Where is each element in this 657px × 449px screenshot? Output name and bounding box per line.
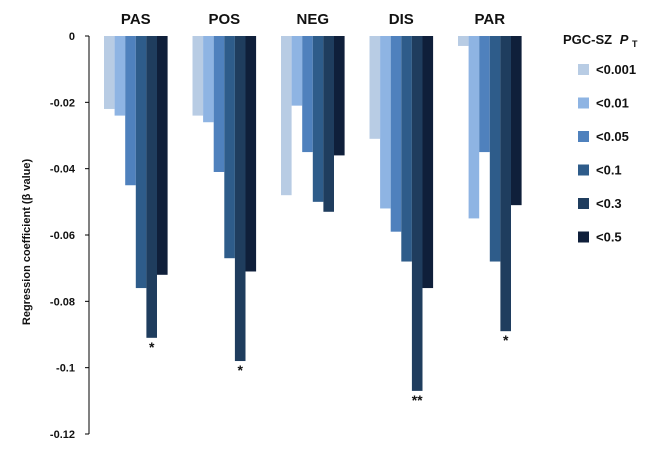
- significance-annotations: *****: [149, 332, 509, 408]
- bar: [192, 36, 204, 116]
- significance-star: *: [149, 339, 155, 355]
- bar: [125, 36, 136, 186]
- legend: PGC-SZ P T <0.001 <0.01 <0.05 <0.1 <0.3 <0.5: [563, 32, 638, 245]
- legend-swatch: [578, 231, 589, 243]
- category-labels: PAS POS NEG DIS PAR: [121, 11, 505, 28]
- bars-layer: [104, 36, 522, 391]
- legend-swatch: [578, 131, 589, 142]
- ticks-layer: 0 -0.02 -0.04 -0.06 -0.08 -0.1 -0.12: [50, 31, 89, 441]
- bar: [323, 36, 334, 212]
- significance-star: **: [412, 392, 423, 408]
- legend-label: <0.1: [596, 163, 622, 178]
- bar: [411, 36, 423, 391]
- bar: [334, 36, 345, 156]
- bar: [500, 36, 511, 332]
- bar: [203, 36, 214, 123]
- bar: [422, 36, 434, 289]
- significance-star: *: [503, 332, 509, 348]
- bar: [146, 36, 157, 338]
- bar: [234, 36, 246, 362]
- bar: [245, 36, 257, 272]
- bar: [312, 36, 324, 202]
- bar: [291, 36, 303, 106]
- y-tick-label: -0.06: [50, 230, 75, 242]
- bar: [213, 36, 225, 172]
- legend-title-text: PGC-SZ: [563, 32, 612, 47]
- legend-swatch: [578, 164, 589, 176]
- bar: [380, 36, 391, 209]
- y-tick-label: -0.08: [50, 296, 75, 308]
- category-label: NEG: [297, 11, 330, 28]
- bar: [511, 36, 522, 206]
- legend-title: PGC-SZ P T: [563, 32, 638, 49]
- bar: [401, 36, 412, 262]
- bar: [302, 36, 313, 153]
- legend-swatch: [578, 64, 589, 75]
- legend-label: <0.001: [596, 62, 636, 77]
- category-label: PAS: [121, 11, 151, 28]
- bar: [114, 36, 126, 116]
- legend-title-symbol: P: [620, 32, 629, 47]
- legend-label: <0.5: [596, 230, 622, 245]
- bar: [458, 36, 469, 46]
- legend-swatch: [578, 97, 589, 109]
- bar: [135, 36, 147, 289]
- legend-swatch: [578, 198, 589, 209]
- y-tick-label: 0: [69, 31, 75, 43]
- category-label: PAR: [475, 11, 506, 28]
- bar: [224, 36, 235, 259]
- bar: [479, 36, 490, 153]
- bar: [468, 36, 480, 219]
- bar: [104, 36, 115, 109]
- bar: [281, 36, 292, 196]
- bar: [390, 36, 402, 232]
- bar: [369, 36, 381, 139]
- significance-star: *: [237, 362, 243, 378]
- y-tick-label: -0.02: [50, 97, 75, 109]
- legend-label: <0.05: [596, 129, 629, 144]
- bar: [157, 36, 168, 275]
- legend-title-subscript: T: [632, 39, 638, 49]
- legend-label: <0.3: [596, 196, 622, 211]
- bar: [489, 36, 501, 262]
- category-label: DIS: [389, 11, 414, 28]
- y-axis-title: Regression coefficient (β value): [21, 159, 33, 326]
- y-tick-label: -0.12: [50, 429, 75, 441]
- legend-label: <0.01: [596, 96, 629, 111]
- y-tick-label: -0.04: [50, 164, 76, 176]
- y-tick-label: -0.1: [56, 363, 75, 375]
- category-label: POS: [208, 11, 240, 28]
